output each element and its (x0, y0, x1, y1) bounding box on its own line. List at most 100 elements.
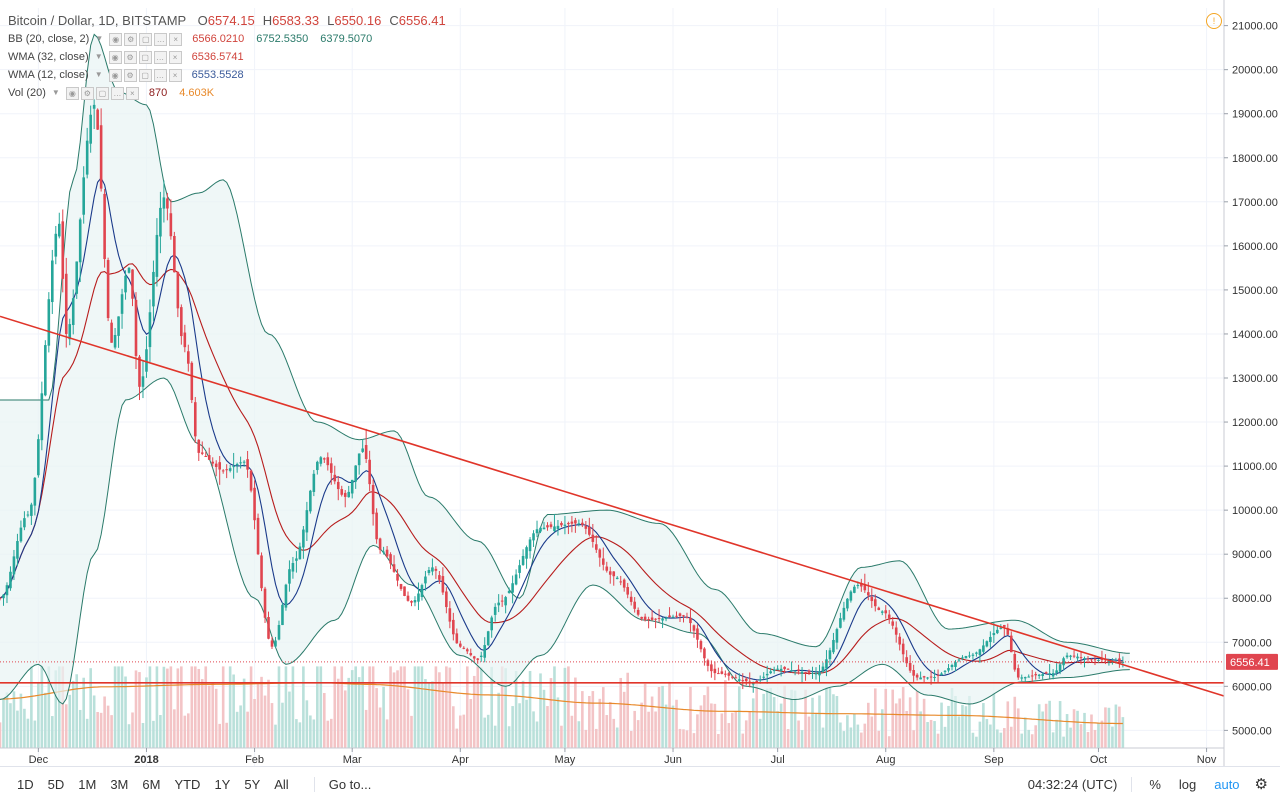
candle-body (106, 260, 110, 319)
candle (933, 669, 936, 682)
candle-body (863, 584, 867, 591)
candle-body (525, 547, 528, 559)
volume-bar (225, 722, 228, 748)
settings-icon[interactable]: ⚙ (123, 50, 137, 64)
candle (574, 517, 577, 533)
source-icon[interactable]: ▢ (139, 32, 153, 46)
volume-bar (173, 709, 176, 748)
price-axis[interactable] (1224, 0, 1280, 766)
volume-bar (1076, 710, 1079, 748)
candle (905, 650, 908, 667)
volume-bar (629, 730, 633, 748)
candle-body (532, 533, 535, 541)
close-icon[interactable]: × (168, 50, 182, 64)
volume-bar (323, 692, 326, 748)
ohlc-l: L6550.16 (327, 13, 381, 28)
chevron-down-icon[interactable]: ▼ (95, 34, 104, 43)
candle-body (270, 640, 274, 647)
indicator-row[interactable]: WMA (32, close) ▼ ◉ ⚙ ▢… × 6536.5741 (8, 48, 372, 66)
indicator-row[interactable]: WMA (12, close) ▼ ◉ ⚙ ▢… × 6553.5528 (8, 66, 372, 84)
price-tick-label: 17000.00 (1232, 197, 1278, 209)
candle (382, 546, 385, 555)
log-toggle[interactable]: log (1178, 776, 1197, 792)
candle (96, 108, 99, 130)
candle (92, 99, 96, 130)
indicator-value: 6553.5528 (191, 69, 244, 81)
candle (612, 571, 616, 586)
candle (500, 594, 504, 607)
candle-body (176, 272, 180, 309)
timeframe-1m[interactable]: 1M (78, 776, 97, 792)
descending-trendline[interactable] (0, 315, 1225, 697)
candle (329, 457, 333, 485)
more-icon[interactable]: … (110, 86, 124, 100)
volume-bar (968, 695, 971, 748)
candle-body (800, 671, 804, 674)
source-icon[interactable]: ▢ (95, 86, 109, 100)
candle-body (26, 514, 30, 516)
candle (734, 674, 738, 679)
candle-body (183, 332, 187, 348)
more-icon[interactable]: … (153, 68, 167, 82)
candle-body (814, 673, 818, 675)
volume-bar (734, 711, 738, 748)
close-icon[interactable]: × (169, 32, 183, 46)
goto-button[interactable]: Go to... (313, 776, 371, 792)
candle-body (933, 677, 936, 679)
eye-icon[interactable]: ◉ (65, 86, 79, 100)
candle (19, 520, 23, 543)
timeframe-3m[interactable]: 3M (110, 776, 129, 792)
timeframe-1d[interactable]: 1D (17, 776, 34, 792)
candle-body (1048, 673, 1051, 675)
candle-body (92, 104, 96, 109)
indicator-row[interactable]: Vol (20) ▼ ◉ ⚙ ▢… × 870 4.603K (8, 84, 372, 102)
volume-bar (37, 683, 40, 748)
auto-scale-toggle[interactable]: auto (1214, 776, 1240, 792)
timeframe-ytd[interactable]: YTD (174, 776, 201, 792)
candle-body (567, 522, 570, 525)
percent-toggle[interactable]: % (1149, 776, 1161, 792)
source-icon[interactable]: ▢ (138, 50, 152, 64)
candle (375, 508, 378, 544)
ohlc-o: O6574.15 (198, 13, 255, 28)
timeframe-all[interactable]: All (274, 776, 289, 792)
timeframe-6m[interactable]: 6M (142, 776, 161, 792)
volume-bar (570, 715, 574, 748)
volume-bar (469, 699, 473, 748)
timeframe-5d[interactable]: 5D (47, 776, 65, 792)
wma-12-line (0, 176, 1123, 681)
more-icon[interactable]: … (153, 50, 167, 64)
indicator-row[interactable]: BB (20, close, 2) ▼ ◉ ⚙ ▢… × 6566.0210 6752.535… (8, 30, 372, 48)
eye-icon[interactable]: ◉ (108, 50, 122, 64)
source-icon[interactable]: ▢ (138, 68, 152, 82)
candle-body (1097, 659, 1100, 661)
chevron-down-icon[interactable]: ▼ (94, 52, 103, 61)
eye-icon[interactable]: ◉ (108, 68, 122, 82)
candle (424, 570, 427, 591)
candle (1097, 659, 1100, 664)
settings-icon[interactable]: ⚙ (123, 68, 137, 82)
timeframe-5y[interactable]: 5Y (244, 776, 261, 792)
candle-body (891, 621, 895, 626)
gear-icon[interactable]: ⚙ (1254, 776, 1268, 793)
candle (514, 569, 518, 586)
candle (180, 304, 183, 345)
volume-bar (448, 667, 452, 748)
candle-body (263, 588, 267, 618)
chevron-down-icon[interactable]: ▼ (94, 70, 103, 79)
settings-icon[interactable]: ⚙ (124, 32, 138, 46)
more-icon[interactable]: … (154, 32, 168, 46)
utc-clock[interactable]: 04:32:24 (UTC) (1028, 776, 1133, 792)
settings-icon[interactable]: ⚙ (80, 86, 94, 100)
chevron-down-icon[interactable]: ▼ (51, 88, 60, 97)
candle (664, 616, 668, 622)
close-icon[interactable]: × (168, 68, 182, 82)
eye-icon[interactable]: ◉ (109, 32, 123, 46)
volume-bar (985, 719, 989, 748)
alert-icon[interactable]: ! (1206, 13, 1222, 29)
timeframe-1y[interactable]: 1Y (214, 776, 231, 792)
candle-body (954, 662, 957, 667)
close-icon[interactable]: × (125, 86, 139, 100)
candle (138, 354, 141, 401)
